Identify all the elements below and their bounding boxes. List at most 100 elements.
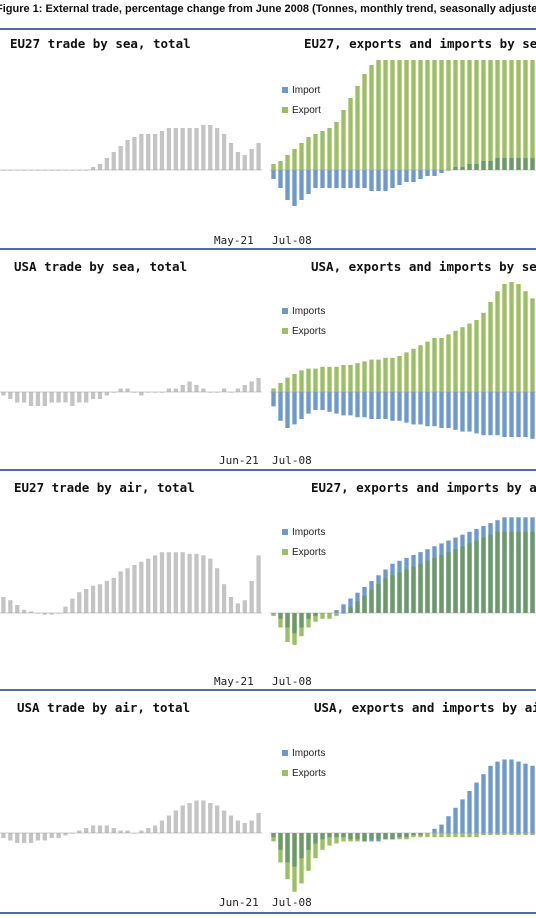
total-bar — [215, 128, 220, 170]
import-bar — [411, 833, 416, 836]
import-bar — [425, 392, 430, 427]
total-bar — [118, 830, 123, 833]
import-bar — [439, 824, 444, 833]
total-bar — [180, 805, 185, 833]
import-bar — [376, 170, 381, 191]
legend-swatch — [282, 549, 288, 555]
export-bar — [390, 60, 395, 170]
x-axis-start-label: Jul-08 — [272, 896, 312, 909]
export-bar — [369, 359, 374, 392]
import-bar — [432, 170, 437, 176]
import-bar — [474, 782, 479, 833]
total-bar — [84, 392, 89, 403]
export-bar — [502, 531, 507, 613]
total-bar — [228, 597, 234, 613]
import-bar — [299, 392, 304, 419]
export-bar — [306, 368, 311, 392]
import-bar — [292, 613, 297, 634]
import-bar — [369, 170, 374, 191]
legend-label: Export — [292, 104, 321, 116]
export-bar — [467, 833, 472, 838]
total-bar — [228, 143, 234, 170]
total-bar — [118, 388, 123, 392]
total-bar — [35, 833, 41, 841]
import-bar — [278, 392, 283, 421]
total-bar — [242, 823, 247, 833]
import-bar — [488, 392, 493, 436]
export-bar — [397, 572, 402, 613]
total-bar — [125, 830, 130, 833]
export-bar — [474, 320, 479, 392]
export-bar — [481, 312, 486, 392]
total-bar — [249, 820, 254, 833]
import-bar — [404, 392, 409, 423]
total-bar — [42, 833, 47, 841]
import-bar — [355, 170, 360, 188]
total-bar — [166, 388, 172, 392]
import-bar — [467, 392, 472, 432]
import-bar — [432, 392, 437, 427]
export-bar — [320, 366, 325, 392]
export-bar — [502, 60, 507, 170]
export-bar — [418, 563, 423, 613]
export-bar — [376, 60, 381, 170]
export-bar — [299, 370, 304, 392]
export-bar — [383, 357, 388, 392]
import-bar — [313, 613, 318, 616]
import-bar — [390, 170, 395, 188]
total-bar — [111, 577, 116, 613]
export-bar — [355, 363, 360, 392]
export-bar — [453, 833, 458, 838]
total-bar — [152, 134, 158, 170]
panel-title: USA, exports and imports by ai — [314, 700, 536, 715]
total-bar — [63, 833, 68, 836]
panel-title: EU27, exports and imports by se — [304, 36, 536, 51]
export-bar — [460, 60, 465, 170]
export-bar — [495, 60, 500, 170]
total-bar — [28, 392, 34, 406]
export-bar — [439, 338, 444, 392]
x-axis-start-label: Jul-08 — [272, 454, 312, 467]
export-bar — [432, 833, 437, 838]
export-bar — [488, 302, 493, 392]
import-bar — [397, 833, 402, 838]
total-bar — [49, 613, 54, 615]
import-bar — [495, 761, 500, 833]
total-bar — [166, 128, 172, 170]
total-bar — [35, 170, 41, 171]
total-bar — [84, 589, 89, 613]
export-bar — [530, 60, 535, 170]
export-bar — [509, 833, 514, 836]
total-bar — [242, 155, 247, 170]
export-bar — [523, 291, 528, 392]
export-bar — [285, 155, 290, 170]
export-bar — [362, 361, 367, 392]
total-bar — [1, 597, 6, 613]
import-bar — [285, 833, 290, 863]
export-bar — [411, 833, 416, 838]
total-bar — [139, 561, 144, 613]
total-bar — [15, 833, 20, 843]
total-bar — [159, 131, 165, 170]
total-bar — [28, 833, 34, 843]
import-bar — [271, 833, 276, 838]
export-bar — [397, 356, 402, 392]
total-bar — [159, 552, 165, 613]
import-bar — [523, 158, 528, 170]
import-bar — [341, 392, 346, 416]
row-divider — [0, 689, 536, 691]
export-bar — [404, 352, 409, 392]
import-bar — [341, 833, 346, 838]
export-bar — [411, 566, 416, 613]
import-bar — [320, 170, 325, 188]
import-bar — [334, 610, 339, 613]
legend-swatch — [282, 328, 288, 334]
export-bar — [495, 291, 500, 392]
total-bar — [104, 581, 109, 613]
total-bar — [77, 830, 82, 833]
total-bar — [208, 558, 213, 613]
export-bar — [516, 284, 521, 392]
total-bar — [21, 833, 27, 843]
export-bar — [439, 555, 444, 613]
export-bar — [383, 578, 388, 613]
